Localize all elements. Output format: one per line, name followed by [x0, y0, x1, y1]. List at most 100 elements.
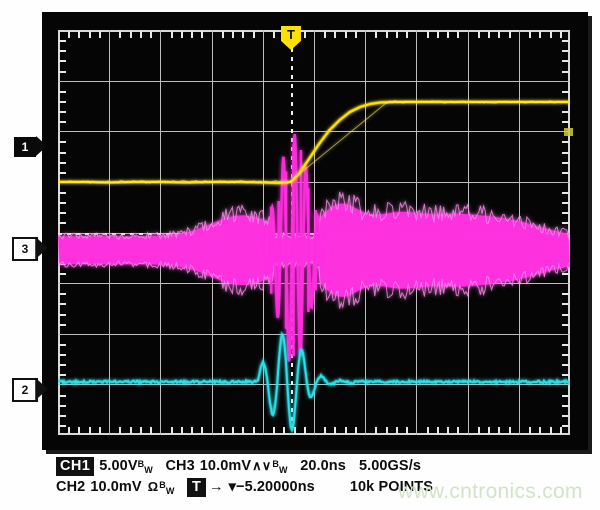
sample-rate-readout[interactable]: 5.00GS/s — [359, 458, 421, 474]
graticule-tick — [140, 427, 142, 434]
graticule-tick — [273, 31, 275, 38]
graticule-tick — [191, 31, 193, 38]
graticule-tick — [59, 314, 66, 316]
graticule-tick — [59, 344, 66, 346]
graticule-tick — [437, 31, 439, 38]
graticule-tick — [68, 427, 70, 434]
ch2-bandwidth-icon: B — [159, 480, 166, 490]
graticule-hline — [58, 334, 570, 335]
graticule-tick — [562, 263, 569, 265]
graticule-tick — [181, 427, 183, 434]
graticule-tick — [334, 427, 336, 434]
graticule-tick — [437, 427, 439, 434]
graticule-tick — [232, 31, 234, 38]
graticule-tick — [99, 31, 101, 38]
ch2-readout[interactable]: CH2 10.0mV Ω BW — [56, 479, 174, 495]
graticule-tick — [201, 427, 203, 434]
graticule-tick — [447, 427, 449, 434]
channel-marker-1[interactable]: 1 — [12, 136, 46, 158]
graticule — [58, 30, 570, 435]
graticule-tick — [59, 364, 66, 366]
graticule-tick — [355, 427, 357, 434]
graticule-tick — [562, 40, 569, 42]
ch1-bandwidth-sub: W — [144, 465, 152, 475]
graticule-tick — [562, 243, 569, 245]
ch1-bandwidth-icon: B — [138, 459, 145, 469]
graticule-tick — [478, 427, 480, 434]
trigger-readout[interactable]: T → ▾ −5.20000ns — [187, 478, 315, 497]
graticule-tick — [59, 395, 66, 397]
graticule-tick — [59, 263, 66, 265]
timebase-readout[interactable]: 20.0ns — [300, 458, 346, 474]
graticule-tick — [201, 31, 203, 38]
ch3-readout[interactable]: CH3 10.0mV ∧∨ BW — [165, 458, 287, 474]
graticule-tick — [59, 50, 66, 52]
channel-marker-pointer-icon — [36, 238, 47, 258]
graticule-tick — [539, 31, 541, 38]
site-watermark: www.cntronics.com — [398, 480, 583, 504]
graticule-tick — [562, 253, 569, 255]
graticule-tick — [396, 427, 398, 434]
readout-line-2: CH2 10.0mV Ω BW T → ▾ −5.20000ns 10k POI… — [56, 478, 446, 497]
graticule-tick — [539, 427, 541, 434]
graticule-tick — [59, 425, 66, 427]
graticule-tick — [396, 31, 398, 38]
graticule-tick — [457, 31, 459, 38]
graticule-tick — [59, 40, 66, 42]
graticule-hline — [58, 131, 570, 132]
graticule-tick — [406, 427, 408, 434]
graticule-tick — [375, 427, 377, 434]
graticule-tick — [562, 374, 569, 376]
graticule-tick — [253, 427, 255, 434]
graticule-tick — [550, 427, 552, 434]
graticule-tick — [562, 162, 569, 164]
graticule-tick — [59, 405, 66, 407]
trigger-marker-label: T — [287, 26, 295, 43]
channel-marker-3[interactable]: 3 — [12, 238, 46, 260]
ch3-coupling-icon: ∧∨ — [252, 458, 271, 474]
graticule-tick — [181, 31, 183, 38]
graticule-tick — [562, 364, 569, 366]
graticule-tick — [140, 31, 142, 38]
graticule-tick — [304, 427, 306, 434]
graticule-tick — [324, 31, 326, 38]
channel-marker-label: 1 — [12, 135, 38, 159]
graticule-tick — [478, 31, 480, 38]
graticule-tick — [273, 427, 275, 434]
ch3-bandwidth-icon: B — [272, 459, 279, 469]
channel-marker-2[interactable]: 2 — [12, 379, 46, 401]
graticule-tick — [150, 427, 152, 434]
graticule-tick — [242, 31, 244, 38]
graticule-tick — [562, 192, 569, 194]
trigger-level-marker[interactable] — [564, 128, 573, 136]
graticule-tick — [345, 31, 347, 38]
ch3-bandwidth-sub: W — [279, 465, 287, 475]
graticule-tick — [59, 162, 66, 164]
graticule-tick — [150, 31, 152, 38]
graticule-tick — [560, 427, 562, 434]
graticule-tick — [427, 427, 429, 434]
trigger-badge-icon: T — [187, 478, 206, 497]
graticule-tick — [562, 405, 569, 407]
graticule-tick — [562, 354, 569, 356]
graticule-hline — [58, 81, 570, 82]
graticule-tick — [59, 415, 66, 417]
graticule-tick — [560, 31, 562, 38]
graticule-hline — [58, 283, 570, 284]
graticule-tick — [498, 427, 500, 434]
graticule-tick — [171, 427, 173, 434]
graticule-tick — [529, 427, 531, 434]
graticule-tick — [294, 427, 296, 434]
ch2-scale: 10.0mV — [90, 479, 141, 495]
graticule-tick — [119, 31, 121, 38]
channel-marker-pointer-icon — [36, 379, 47, 399]
graticule-tick — [59, 141, 66, 143]
oscilloscope-screenshot: 1 3 2 T CH1 5.00V BW CH3 10.0mV ∧∨ BW 20.0… — [0, 0, 600, 510]
graticule-tick — [59, 243, 66, 245]
graticule-tick — [59, 273, 66, 275]
graticule-tick — [457, 427, 459, 434]
graticule-tick — [59, 293, 66, 295]
graticule-hline — [58, 384, 570, 385]
trigger-arrow-icon: → — [209, 479, 224, 495]
ch1-readout[interactable]: CH1 5.00V BW — [56, 457, 152, 476]
